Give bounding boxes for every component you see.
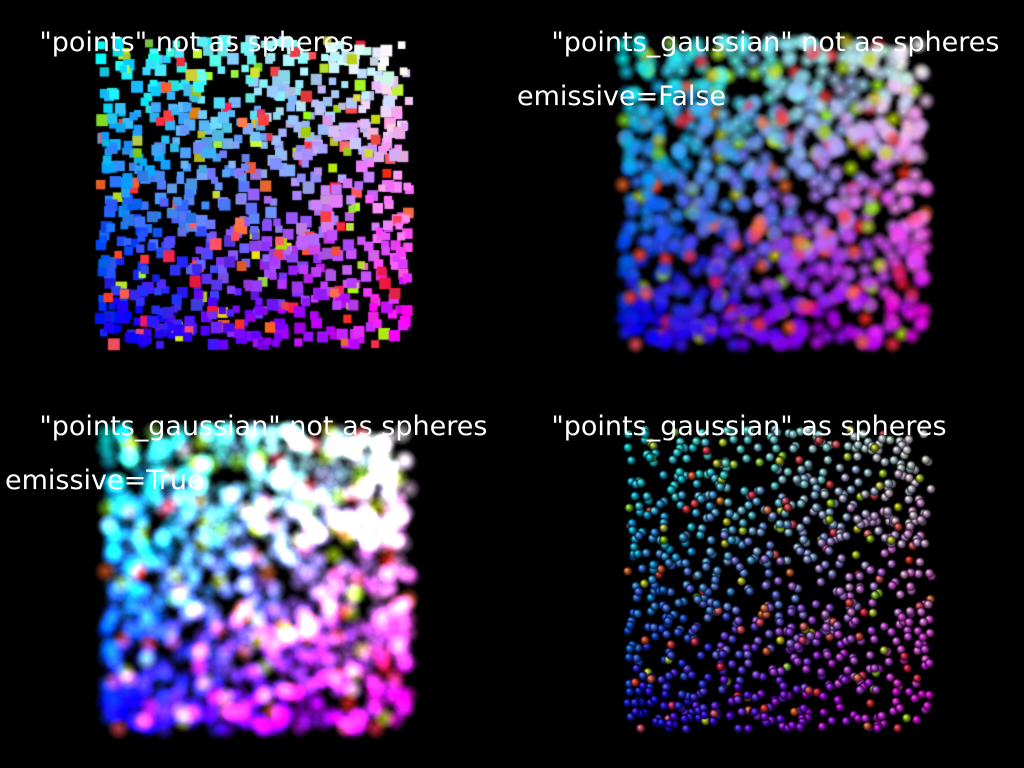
point-cloud-canvas[interactable] <box>512 384 1024 768</box>
label-line-1: "points_gaussian" not as spheres <box>39 411 488 442</box>
label-line-2: emissive=True <box>5 465 204 496</box>
label-line-1: "points_gaussian" as spheres <box>551 411 947 442</box>
point-cloud-canvas[interactable] <box>0 0 512 384</box>
label-line-1: "points_gaussian" not as spheres <box>551 27 1000 58</box>
viewport-label: "points_gaussian" not as spheres emissiv… <box>5 386 487 548</box>
viewport-label: "points_gaussian" not as spheres emissiv… <box>517 2 999 164</box>
point-cloud-canvas[interactable] <box>0 384 512 768</box>
viewport-gaussian-spheres[interactable]: "points_gaussian" as spheres <box>512 384 1024 768</box>
viewport-gaussian-emissive[interactable]: "points_gaussian" not as spheres emissiv… <box>0 384 512 768</box>
viewport-points-squares[interactable]: "points" not as spheres <box>0 0 512 384</box>
viewport-gaussian-not-emissive[interactable]: "points_gaussian" not as spheres emissiv… <box>512 0 1024 384</box>
viewport-label: "points" not as spheres <box>5 2 354 137</box>
label-line-2: emissive=False <box>517 81 727 112</box>
point-cloud-canvas[interactable] <box>512 0 1024 384</box>
viewport-label: "points_gaussian" as spheres <box>517 386 947 521</box>
label-line-1: "points" not as spheres <box>39 27 354 58</box>
